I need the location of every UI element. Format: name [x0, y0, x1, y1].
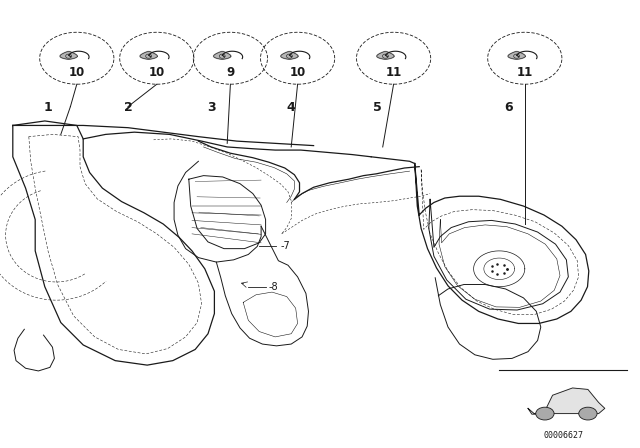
Text: 11: 11	[516, 66, 533, 79]
Polygon shape	[281, 52, 298, 59]
Text: 2: 2	[124, 101, 132, 114]
Polygon shape	[508, 52, 525, 59]
Text: 5: 5	[373, 101, 382, 114]
Circle shape	[579, 407, 597, 420]
Text: 6: 6	[504, 101, 513, 114]
Text: 11: 11	[385, 66, 402, 79]
Text: 10: 10	[68, 66, 85, 79]
Text: -8: -8	[269, 282, 278, 292]
Polygon shape	[214, 52, 231, 59]
Text: -7: -7	[280, 241, 290, 251]
Polygon shape	[60, 52, 77, 59]
Polygon shape	[528, 388, 605, 414]
Text: 1: 1	[44, 101, 52, 114]
Text: 00006627: 00006627	[543, 431, 583, 440]
Text: 3: 3	[207, 101, 216, 114]
Polygon shape	[377, 52, 394, 59]
Circle shape	[536, 407, 554, 420]
Text: 4: 4	[287, 101, 296, 114]
Text: 10: 10	[148, 66, 165, 79]
Text: 9: 9	[227, 66, 234, 79]
Polygon shape	[140, 52, 157, 59]
Text: 10: 10	[289, 66, 306, 79]
